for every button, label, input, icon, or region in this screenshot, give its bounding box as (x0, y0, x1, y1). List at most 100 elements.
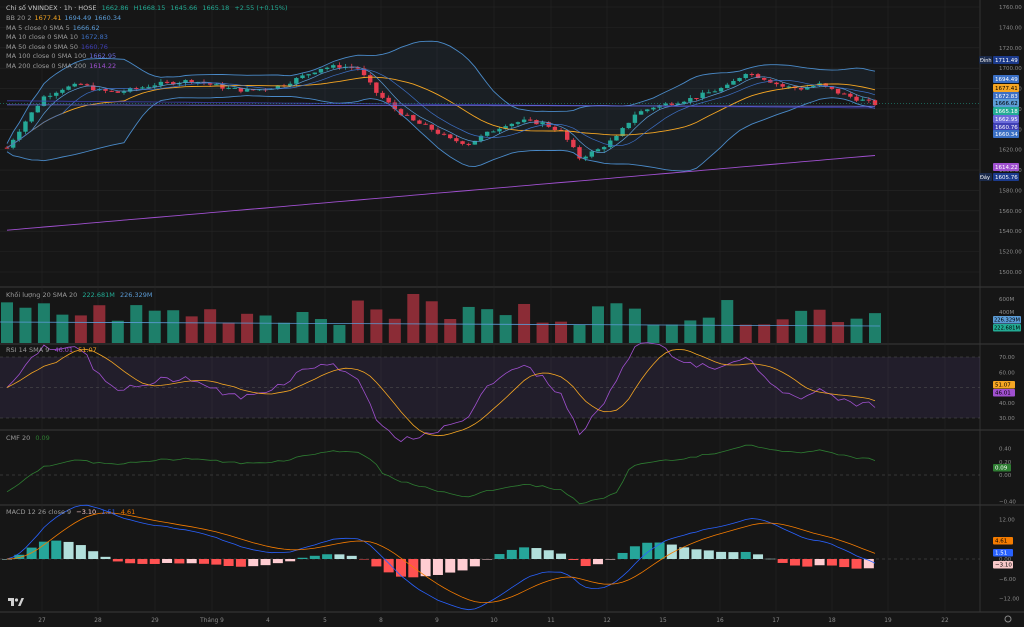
candle-body (608, 140, 613, 148)
symbol-legend[interactable]: Chỉ số VNINDEX · 1h · HOSE 1662.86 H1668… (6, 4, 291, 13)
indicator-legend-row[interactable]: MA 5 close 0 SMA 5 1666.62 (6, 24, 103, 33)
candle-body (164, 81, 170, 83)
macd-histogram-bar (211, 559, 222, 565)
macd-histogram-bar (666, 544, 677, 559)
high-value: H1668.15 (133, 4, 166, 12)
tradingview-logo-icon[interactable] (8, 596, 24, 608)
candle-body (651, 107, 656, 110)
cmf-line (6, 444, 876, 505)
macd-histogram-bar (716, 551, 727, 559)
candle-body (201, 81, 207, 84)
volume-bar (628, 308, 641, 343)
price-label-text: 1605.76 (995, 175, 1018, 181)
candle-body (694, 98, 699, 100)
volume-bar (647, 324, 660, 343)
candle-body (484, 131, 490, 136)
candle-body (214, 84, 219, 86)
price-label-text: 1660.76 (995, 125, 1018, 131)
volume-label-text: 222.681M (994, 326, 1020, 332)
macd-legend[interactable]: MACD 12 26 close 9 −3.10 1.51 4.61 (6, 508, 138, 517)
cmf-legend[interactable]: CMF 20 0.09 (6, 434, 53, 443)
rsi-legend[interactable]: RSI 14 SMA 9 46.01 51.07 (6, 346, 100, 355)
macd-histogram-bar (359, 559, 370, 560)
candle-body (90, 85, 96, 91)
macd-histogram-bar (309, 555, 320, 559)
indicator-legend-row[interactable]: MA 100 close 0 SMA 100 1662.95 (6, 52, 119, 61)
price-label-badge (993, 115, 1019, 123)
price-label-badge (993, 123, 1019, 131)
volume-bar (499, 315, 512, 343)
price-label-text: 1677.41 (995, 86, 1018, 92)
candle-body (306, 74, 311, 76)
macd-histogram-bar (149, 559, 160, 564)
volume-bar (721, 300, 734, 343)
volume-bar (832, 322, 845, 343)
volume-tick-label: 600M (999, 297, 1014, 303)
candle-body (743, 74, 748, 79)
macd-histogram-bar (75, 545, 86, 559)
candle-body (429, 124, 434, 130)
candle-body (411, 115, 416, 121)
candle-body (60, 89, 65, 93)
candle-body (725, 84, 730, 89)
time-tick-label: 17 (772, 618, 780, 624)
candle-body (577, 147, 582, 159)
volume-bar (407, 293, 420, 343)
candle-body (645, 109, 650, 112)
bollinger-lower-line (6, 95, 876, 172)
indicator-legend-row[interactable]: BB 20 2 1677.41 1694.49 1660.34 (6, 14, 124, 23)
price-label-text: 1665.18 (995, 109, 1018, 115)
macd-histogram-bar (248, 559, 259, 567)
volume-bar (462, 306, 475, 343)
candle-body (835, 88, 841, 94)
volume-bar (222, 322, 235, 343)
macd-histogram-bar (322, 554, 333, 559)
rsi-line (6, 342, 876, 443)
settings-gear-icon[interactable] (1004, 615, 1012, 623)
candle-body (688, 98, 693, 102)
volume-bar (1, 302, 13, 343)
macd-histogram-bar (654, 542, 665, 559)
indicator-label: MA 100 close 0 SMA 100 (6, 52, 87, 60)
price-tick-label: 1560.00 (999, 209, 1022, 215)
macd-histogram-bar (297, 557, 308, 559)
candle-body (466, 143, 471, 145)
volume-legend[interactable]: Khối lượng 20 SMA 20 222.681M 226.329M (6, 291, 155, 300)
candle-body (441, 133, 447, 135)
macd-histogram-bar (346, 555, 357, 559)
candle-body (675, 103, 681, 105)
volume-bar (869, 313, 881, 343)
bollinger-upper-line (6, 40, 876, 144)
macd-histogram-bar (223, 559, 234, 567)
macd-histogram-bar (765, 558, 776, 560)
candle-body (712, 91, 718, 93)
indicator-value: 1614.22 (89, 61, 117, 70)
macd-tick-label: −6.00 (999, 577, 1016, 583)
candle-body (601, 147, 607, 150)
rsi-tick-label: 30.00 (999, 416, 1015, 422)
candle-body (127, 88, 133, 92)
sma-10-line (6, 69, 876, 148)
cmf-tick-label: 0.20 (999, 460, 1012, 466)
candle-body (583, 156, 588, 159)
volume-bar (314, 319, 327, 343)
macd-histogram-bar (26, 547, 37, 559)
time-tick-label: 18 (828, 618, 836, 624)
price-tick-label: 1580.00 (999, 188, 1022, 194)
volume-bar (555, 321, 568, 343)
indicator-legend-row[interactable]: MA 10 close 0 SMA 10 1672.83 (6, 33, 111, 42)
time-tick-label: 10 (490, 618, 498, 624)
macd-tick-label: 12.00 (999, 517, 1015, 523)
candle-body (478, 135, 484, 141)
macd-histogram-bar (789, 559, 800, 566)
symbol-title[interactable]: Chỉ số VNINDEX · 1h · HOSE (6, 4, 97, 12)
price-label-badge (993, 92, 1019, 100)
candle-body (540, 122, 545, 125)
time-tick-label: 15 (659, 618, 667, 624)
macd-histogram-bar (63, 541, 74, 559)
candle-body (386, 97, 391, 103)
price-label-text: 1666.62 (995, 101, 1018, 107)
indicator-legend-row[interactable]: MA 200 close 0 SMA 200 1614.22 (6, 62, 119, 71)
indicator-legend-row[interactable]: MA 50 close 0 SMA 50 1660.76 (6, 43, 111, 52)
